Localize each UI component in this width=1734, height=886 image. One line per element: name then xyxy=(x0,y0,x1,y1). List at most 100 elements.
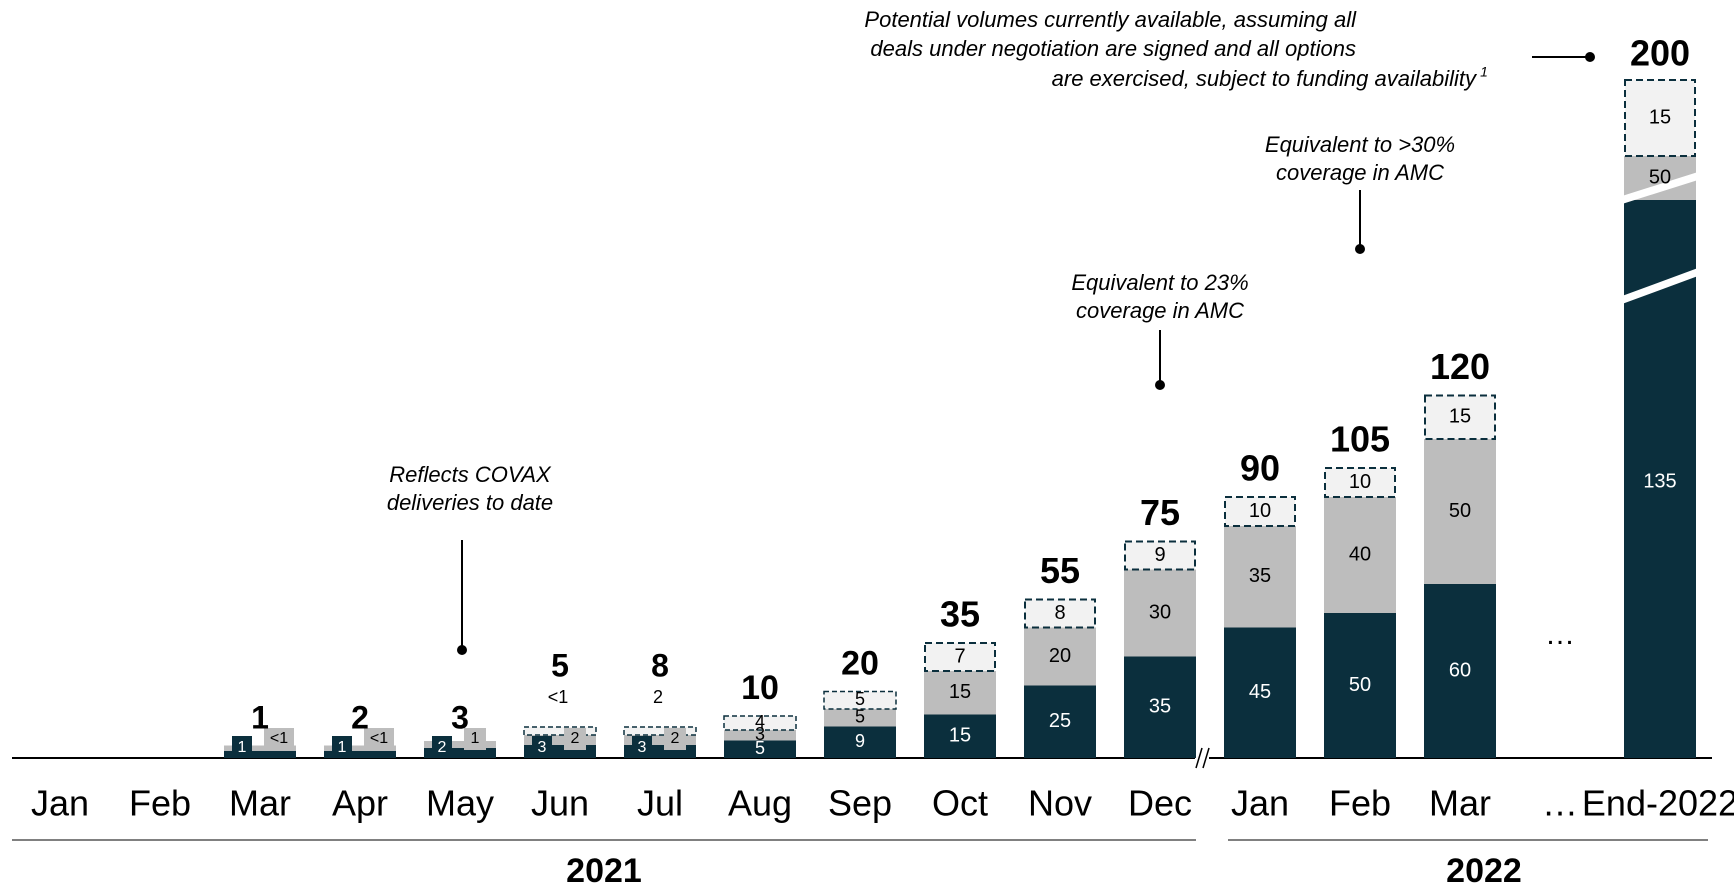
x-tick-label: Mar xyxy=(229,783,291,824)
axis-break-mark xyxy=(1195,747,1203,769)
annotation-text: Equivalent to >30% xyxy=(1265,132,1455,157)
bar-label-box-dark xyxy=(532,736,552,758)
bar-segment-dark xyxy=(924,714,996,758)
bar-segment-label: 4 xyxy=(755,712,765,732)
x-tick-label: Jan xyxy=(1231,783,1289,824)
annotation-text: coverage in AMC xyxy=(1076,298,1244,323)
bar-segment-label: 1 xyxy=(338,739,347,756)
x-tick-label: Sep xyxy=(828,783,892,824)
bar-segment-dark xyxy=(824,726,896,758)
bar-segment-grey xyxy=(724,730,796,741)
bar-segment-grey xyxy=(324,745,396,751)
bar-segment-label: 3 xyxy=(638,739,647,756)
bar-label-box-grey xyxy=(564,728,586,750)
bar-segment-label: 1 xyxy=(471,730,480,747)
bar-segment-potential xyxy=(723,715,797,731)
annotation-superscript: 1 xyxy=(1480,64,1488,80)
x-tick-label: May xyxy=(426,783,494,824)
bar-segment-label: 3 xyxy=(755,724,765,744)
bar-label-box-grey xyxy=(664,728,686,750)
bar-segment-potential xyxy=(924,642,996,672)
bar-segment-label: 135 xyxy=(1643,470,1676,492)
x-tick-label: Jun xyxy=(531,783,589,824)
bar-segment-label: <1 xyxy=(370,730,388,747)
axis-break-gap xyxy=(1195,748,1209,768)
bar-segment-grey xyxy=(424,741,496,748)
bar-total-label: 8 xyxy=(651,647,669,683)
annotation-text: Potential volumes currently available, a… xyxy=(864,7,1357,32)
bar-segment-potential xyxy=(823,690,897,710)
bar-segment-label: 50 xyxy=(1649,166,1671,188)
bar-total-label: 105 xyxy=(1330,419,1390,460)
bar-segment-label: 15 xyxy=(1649,106,1671,128)
bar-total-label: 3 xyxy=(451,699,469,735)
year-group-label: 2022 xyxy=(1446,852,1522,886)
bar-segment-label: 9 xyxy=(855,731,865,751)
bar-segment-dark xyxy=(424,748,496,758)
x-tick-label: Jan xyxy=(31,783,89,824)
bar-segment-potential xyxy=(1024,598,1096,629)
bar-segment-label: 15 xyxy=(949,681,971,703)
bar-label-box-dark xyxy=(332,736,352,758)
bar-total-label: 2 xyxy=(351,699,369,735)
bar-segment-potential xyxy=(1124,540,1196,571)
bar-segment-dark xyxy=(224,751,296,758)
bar-segment-label: 1 xyxy=(238,739,247,756)
bar-total-label: 10 xyxy=(741,669,779,707)
x-tick-label: Nov xyxy=(1028,783,1092,824)
year-group-label: 2021 xyxy=(566,852,642,886)
bar-segment-label: 25 xyxy=(1049,710,1071,732)
x-tick-label: End-2022 xyxy=(1582,783,1734,824)
bar-label-box-grey xyxy=(264,728,294,750)
bar-total-label: 55 xyxy=(1040,550,1080,591)
bar-segment-grey xyxy=(524,735,596,745)
bar-segment-label: 5 xyxy=(755,738,765,758)
bar-segment-grey xyxy=(924,671,996,715)
bar-label-box-dark xyxy=(432,736,452,758)
bar-segment-grey xyxy=(1324,497,1396,613)
bar-total-label: 90 xyxy=(1240,448,1280,489)
annotation-text: Equivalent to 23% xyxy=(1071,270,1248,295)
bar-segment-label: 7 xyxy=(954,645,965,667)
x-tick-label: … xyxy=(1542,783,1578,824)
bar-segment-label: <1 xyxy=(548,687,569,707)
bar-segment-label: 5 xyxy=(855,707,865,727)
bar-total-label: 200 xyxy=(1630,33,1690,74)
bar-segment-label: 15 xyxy=(949,725,971,747)
chart-ellipsis: … xyxy=(1545,618,1575,651)
bar-total-label: 120 xyxy=(1430,346,1490,387)
bar-label-box-grey xyxy=(364,728,394,750)
bar-segment-label: 50 xyxy=(1349,674,1371,696)
x-tick-label: Oct xyxy=(932,783,988,824)
bar-segment-label: 10 xyxy=(1249,500,1271,522)
annotation-dot xyxy=(1585,52,1595,62)
bar-segment-label: 10 xyxy=(1349,471,1371,493)
x-tick-label: Mar xyxy=(1429,783,1491,824)
bar-segment-dark xyxy=(1024,685,1096,758)
annotation-text: are exercised, subject to funding availa… xyxy=(1052,66,1478,91)
bar-total-label: 75 xyxy=(1140,492,1180,533)
bar-segment-potential xyxy=(1324,467,1396,498)
bar-label-box-dark xyxy=(632,736,652,758)
bar-segment-label: 9 xyxy=(1154,544,1165,566)
bar-segment-label: 35 xyxy=(1249,565,1271,587)
axis-break-mark xyxy=(1202,747,1210,769)
bar-segment-label: 15 xyxy=(1449,406,1471,428)
bar-segment-dark xyxy=(324,751,396,758)
bar-total-label: 20 xyxy=(841,644,879,682)
bar-segment-dark xyxy=(1424,584,1496,758)
x-tick-label: Jul xyxy=(637,783,683,824)
bar-segment-label: 30 xyxy=(1149,601,1171,623)
bar-segment-potential xyxy=(1624,79,1696,157)
bar-total-label: 1 xyxy=(251,699,269,735)
bar-label-box-dark xyxy=(232,736,252,758)
x-tick-label: Feb xyxy=(1329,783,1391,824)
bar-segment-grey xyxy=(624,735,696,745)
bar-total-label: 35 xyxy=(940,594,980,635)
bar-segment-label: 45 xyxy=(1249,681,1271,703)
x-tick-label: Apr xyxy=(332,783,388,824)
annotation-text: deliveries to date xyxy=(387,490,553,515)
bar-segment-dark xyxy=(724,740,796,758)
annotation-dot xyxy=(457,645,467,655)
